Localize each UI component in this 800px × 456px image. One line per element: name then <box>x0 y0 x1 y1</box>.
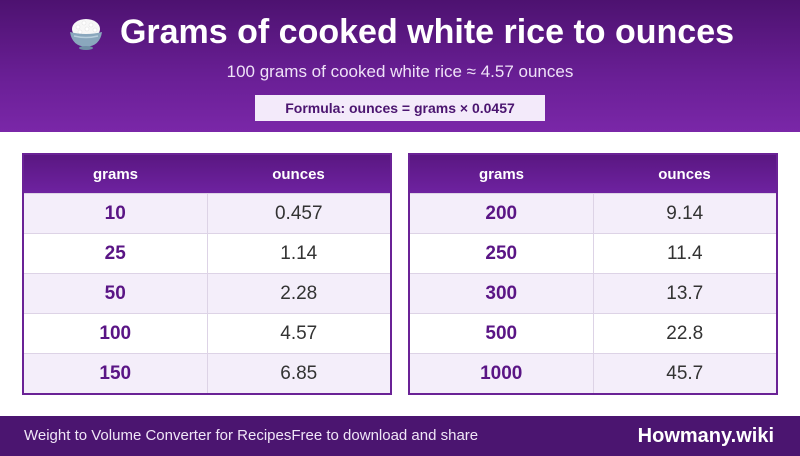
grams-cell: 200 <box>410 194 594 233</box>
table-row: 50 2.28 <box>24 273 390 313</box>
formula-badge: Formula: ounces = grams × 0.0457 <box>255 95 545 121</box>
ounces-cell: 2.28 <box>280 283 318 304</box>
header-banner: Grams of cooked white rice to ounces 100… <box>0 0 800 132</box>
ounces-cell: 45.7 <box>666 363 704 384</box>
ounces-cell: 1.14 <box>280 243 318 264</box>
footer-bar: Weight to Volume Converter for RecipesFr… <box>0 416 800 456</box>
ounces-cell: 0.457 <box>274 203 323 224</box>
table-header: grams ounces <box>24 155 390 193</box>
rice-bowl-icon <box>69 19 102 50</box>
grams-cell: 500 <box>410 314 594 353</box>
conversion-table-right: grams ounces 200 9.14 250 11.4 300 13.7 … <box>408 153 778 395</box>
grams-cell: 300 <box>410 274 594 313</box>
table-row: 200 9.14 <box>410 193 776 233</box>
page-subtitle: 100 grams of cooked white rice ≈ 4.57 ou… <box>226 62 574 81</box>
footer-text: Weight to Volume Converter for RecipesFr… <box>24 416 478 456</box>
table-row: 500 22.8 <box>410 313 776 353</box>
column-header-ounces: ounces <box>272 166 325 183</box>
table-row: 10 0.457 <box>24 193 390 233</box>
table-row: 150 6.85 <box>24 353 390 393</box>
footer-app-link[interactable]: Weight to Volume Converter for Recipes <box>24 427 292 444</box>
footer-note: Free to download and share <box>291 427 479 444</box>
page-title: Grams of cooked white rice to ounces <box>119 12 735 51</box>
grams-cell: 25 <box>24 234 208 273</box>
column-header-grams: grams <box>92 166 139 183</box>
brand-logo-text[interactable]: Howmany.wiki <box>637 425 774 447</box>
ounces-cell: 13.7 <box>666 283 704 304</box>
grams-cell: 10 <box>24 194 208 233</box>
ounces-cell: 9.14 <box>666 203 704 224</box>
ounces-cell: 6.85 <box>280 363 318 384</box>
ounces-cell: 4.57 <box>280 323 318 344</box>
table-row: 100 4.57 <box>24 313 390 353</box>
ounces-cell: 22.8 <box>666 323 704 344</box>
grams-cell: 150 <box>24 354 208 393</box>
table-row: 300 13.7 <box>410 273 776 313</box>
title-row: Grams of cooked white rice to ounces <box>0 12 800 52</box>
grams-cell: 1000 <box>410 354 594 393</box>
grams-cell: 50 <box>24 274 208 313</box>
table-row: 25 1.14 <box>24 233 390 273</box>
column-header-ounces: ounces <box>658 166 711 183</box>
table-row: 1000 45.7 <box>410 353 776 393</box>
column-header-grams: grams <box>478 166 525 183</box>
grams-cell: 250 <box>410 234 594 273</box>
table-header: grams ounces <box>410 155 776 193</box>
conversion-table-left: grams ounces 10 0.457 25 1.14 50 2.28 10… <box>22 153 392 395</box>
ounces-cell: 11.4 <box>666 243 703 264</box>
table-row: 250 11.4 <box>410 233 776 273</box>
grams-cell: 100 <box>24 314 208 353</box>
